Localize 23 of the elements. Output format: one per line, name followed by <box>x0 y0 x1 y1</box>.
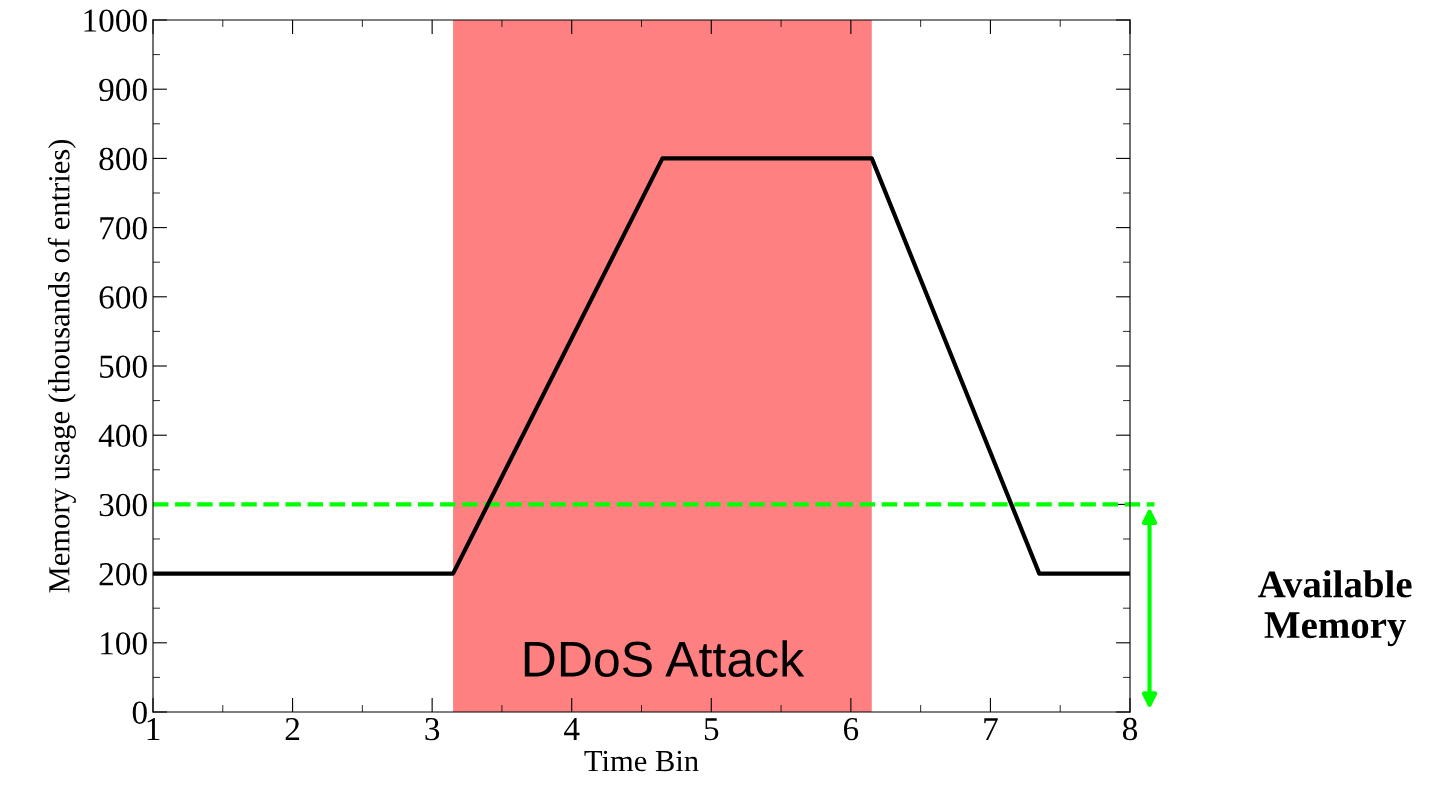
x-tick-label: 3 <box>425 717 440 741</box>
y-tick-label: 300 <box>99 493 147 517</box>
band-label: DDoS Attack <box>524 640 805 677</box>
y-tick-label: 600 <box>99 286 147 309</box>
x-tick-label: 7 <box>984 718 998 740</box>
y-tick-label: 500 <box>100 355 147 378</box>
y-tick-label: 400 <box>98 424 147 448</box>
y-tick-label: 100 <box>101 632 147 655</box>
text: Available Memory <box>1258 570 1412 647</box>
x-tick-label: 5 <box>704 718 719 741</box>
x-tick-label: 1 <box>147 717 160 740</box>
y-tick-label: 700 <box>100 217 147 240</box>
y-tick-label: 900 <box>99 78 147 102</box>
y-tick-label: 800 <box>99 147 147 171</box>
x-axis-title: Time Bin <box>584 750 699 772</box>
y-axis-title: Memory usage (thousands of entries) <box>47 139 76 593</box>
x-tick-label: 8 <box>1122 717 1138 741</box>
y-tick-label: 200 <box>99 563 147 586</box>
x-tick-label: 6 <box>843 717 859 741</box>
y-tick-label: 0 <box>132 701 147 724</box>
y-tick-label: 1000 <box>84 9 147 32</box>
x-tick-label: 2 <box>285 717 300 740</box>
x-tick-label: 4 <box>564 718 580 740</box>
